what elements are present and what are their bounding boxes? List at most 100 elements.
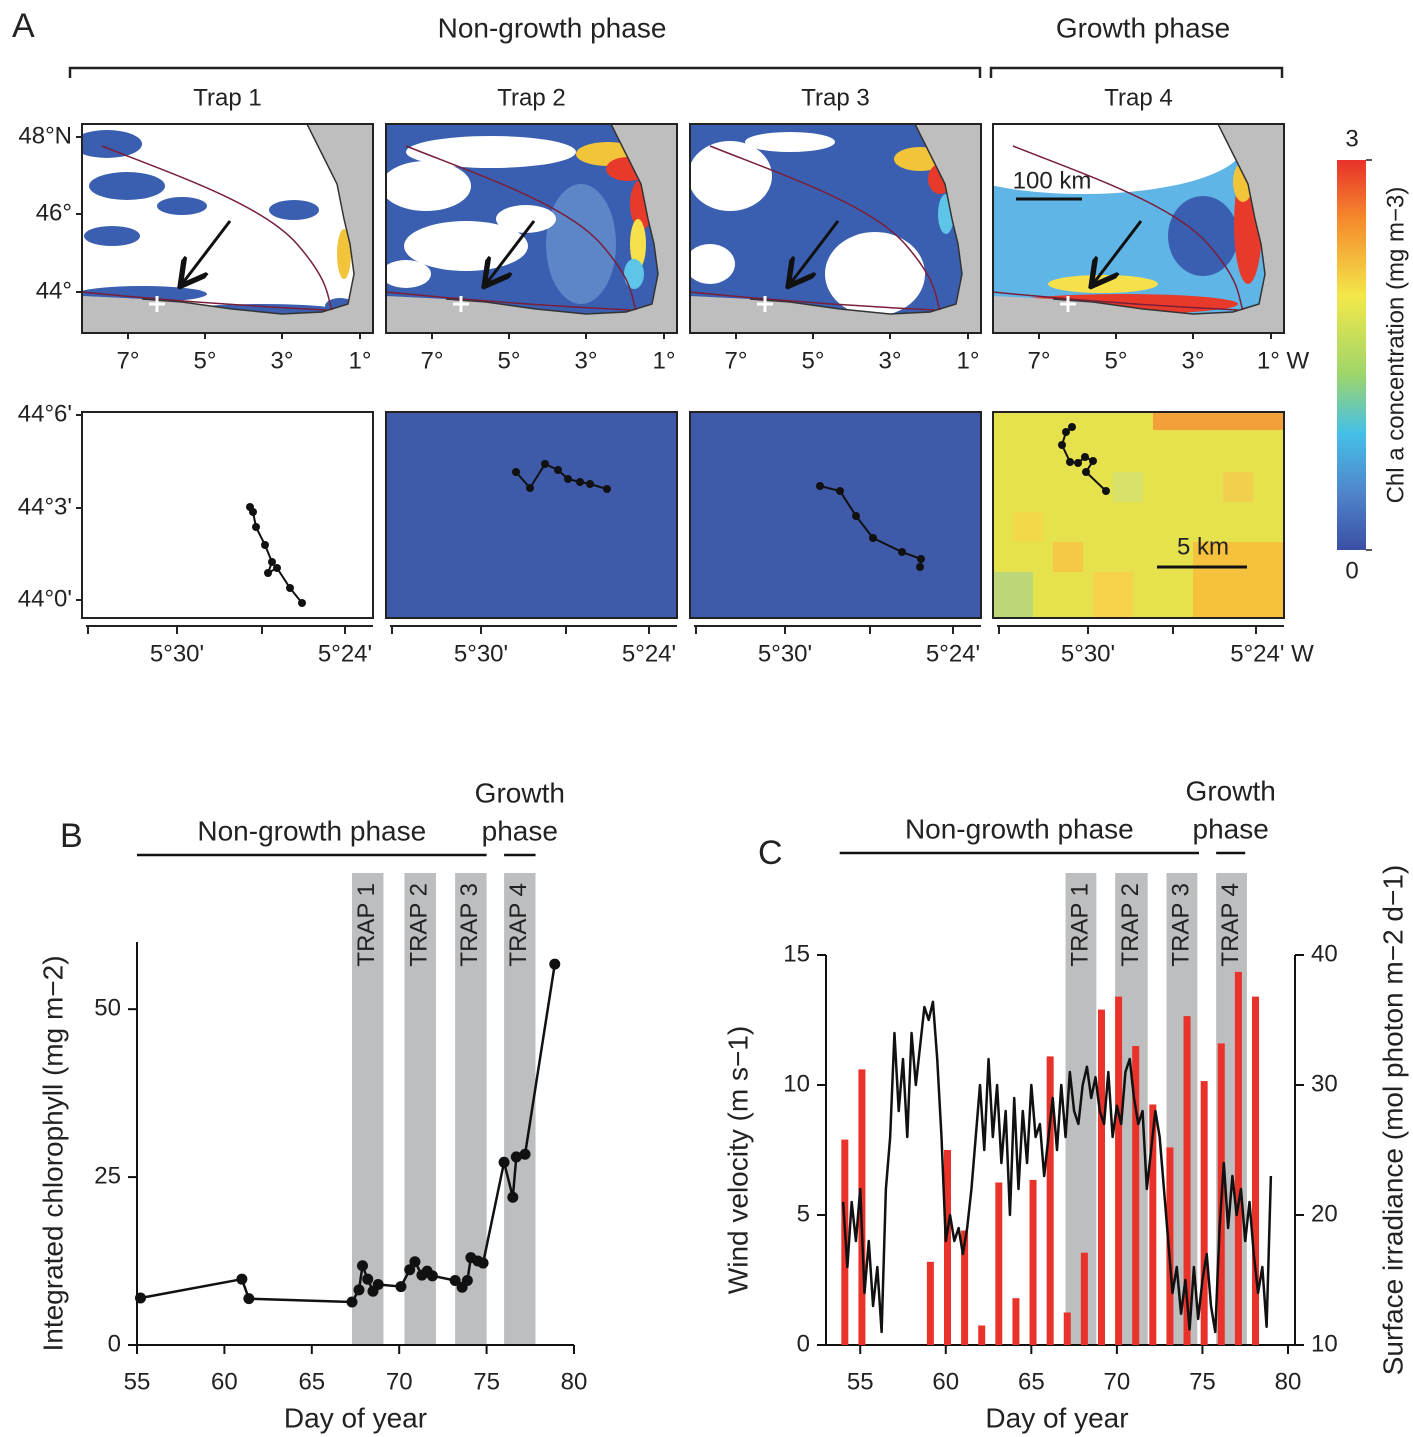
zoom-lat-label: 44°3': [18, 493, 72, 520]
colorbar: [1337, 160, 1366, 550]
track-point: [1074, 459, 1082, 467]
data-point: [353, 1284, 365, 1296]
coastline: [141, 123, 355, 315]
zoom-lon-label: 5°30': [1061, 640, 1115, 667]
zoom-map: [385, 411, 678, 619]
irradiance-bar: [926, 1261, 934, 1345]
map-frame: [992, 123, 1285, 334]
zoom-frame: [385, 411, 678, 619]
track-point: [1081, 453, 1089, 461]
chl-patch: [825, 232, 925, 314]
track-point: [1082, 468, 1090, 476]
data-point: [134, 1292, 146, 1304]
irradiance-bar: [995, 1182, 1003, 1345]
phase-label: Non-growth phase: [197, 815, 426, 846]
x-tick-label: 60: [932, 1368, 959, 1395]
phase-label: Growth: [475, 777, 565, 808]
coastline: [445, 123, 659, 315]
irradiance-bar: [978, 1325, 986, 1345]
chl-patch: [386, 260, 431, 288]
data-point: [519, 1148, 531, 1160]
zoom-frame: [81, 411, 374, 619]
data-point: [510, 1151, 522, 1163]
lon-label: 5°: [802, 347, 825, 374]
trap-label: TRAP 1: [1066, 883, 1093, 967]
data-line: [841, 1000, 1273, 1334]
zoom-bg: [82, 412, 373, 618]
chl-patch: [386, 161, 471, 211]
map: [81, 123, 374, 334]
lon-label: 3°: [575, 347, 598, 374]
irradiance-bar: [1166, 1147, 1174, 1345]
map: [689, 123, 982, 334]
lon-label: 1°: [653, 347, 676, 374]
data-point: [356, 1260, 368, 1272]
track-point: [576, 478, 584, 486]
data-point: [395, 1281, 407, 1293]
chl-patches: [82, 130, 354, 314]
chl-patch: [84, 226, 140, 246]
irradiance-bar: [1012, 1298, 1020, 1345]
track-point: [1102, 487, 1110, 495]
data-point: [243, 1293, 255, 1305]
y-tick-label: 0: [797, 1330, 810, 1357]
track-point: [252, 523, 260, 531]
panel-label: C: [758, 834, 783, 872]
chl-patch: [745, 132, 835, 152]
scale-label: 5 km: [1177, 533, 1229, 560]
trap-label: TRAP 3: [456, 883, 483, 967]
y-axis-title: Integrated chlorophyll (mg m−2): [37, 955, 68, 1351]
zoom-lon-label: 5°24': [318, 640, 372, 667]
shelf-break: [992, 145, 1244, 311]
lon-label: 5°: [194, 347, 217, 374]
chl-pixel: [1013, 512, 1043, 542]
irradiance-bar: [1115, 996, 1123, 1345]
track-point: [264, 569, 272, 577]
lat-label: 48°N: [18, 122, 72, 149]
x-tick-label: 70: [1104, 1368, 1131, 1395]
data-point: [404, 1264, 416, 1276]
y-tick-label: 5: [797, 1200, 810, 1227]
data-point: [409, 1256, 421, 1268]
x-tick-label: 75: [1189, 1368, 1216, 1395]
track-point: [249, 508, 257, 516]
coastline: [1052, 123, 1266, 315]
lon-label: 5°: [1105, 347, 1128, 374]
lat-label: 46°: [36, 199, 72, 226]
chl-patch: [630, 219, 646, 269]
trap-period: [504, 873, 536, 1345]
shelf-break: [81, 145, 333, 311]
track-point: [1058, 441, 1066, 449]
track-point: [268, 558, 276, 566]
lat-label: 44°: [36, 277, 72, 304]
track-point: [1089, 457, 1097, 465]
trap-title: Trap 4: [1104, 84, 1172, 111]
chl-patch: [690, 141, 772, 211]
y-tick-label: 10: [783, 1070, 810, 1097]
chl-pixel: [993, 572, 1033, 618]
y-tick-label: 0: [108, 1330, 121, 1357]
trap-title: Trap 2: [497, 84, 565, 111]
map-frame: [81, 123, 374, 334]
zoom-lon-label: 5°30': [758, 640, 812, 667]
zoom-lon-label: 5°24' W: [1230, 640, 1314, 667]
drift-arrow: [182, 220, 232, 284]
lon-label: 7°: [725, 347, 748, 374]
chl-pixel: [1193, 542, 1284, 618]
lon-label: 3°: [271, 347, 294, 374]
x-tick-label: 55: [847, 1368, 874, 1395]
trap-title: Trap 1: [193, 84, 261, 111]
zoom-bg: [386, 412, 677, 618]
track-point: [852, 512, 860, 520]
chl-patch: [89, 172, 165, 200]
map-frame: [385, 123, 678, 334]
drift-arrow: [790, 220, 840, 284]
lon-label: 5°: [498, 347, 521, 374]
track-point: [512, 468, 520, 476]
x-axis-title: Day of year: [985, 1402, 1128, 1433]
zoom-bg: [690, 412, 981, 618]
track-point: [526, 484, 534, 492]
data-point: [507, 1191, 519, 1203]
chl-patch: [157, 197, 207, 215]
